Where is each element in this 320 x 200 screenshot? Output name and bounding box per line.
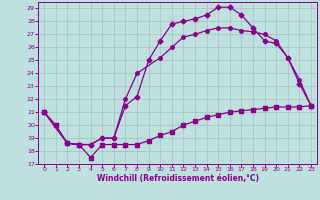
- X-axis label: Windchill (Refroidissement éolien,°C): Windchill (Refroidissement éolien,°C): [97, 174, 259, 183]
